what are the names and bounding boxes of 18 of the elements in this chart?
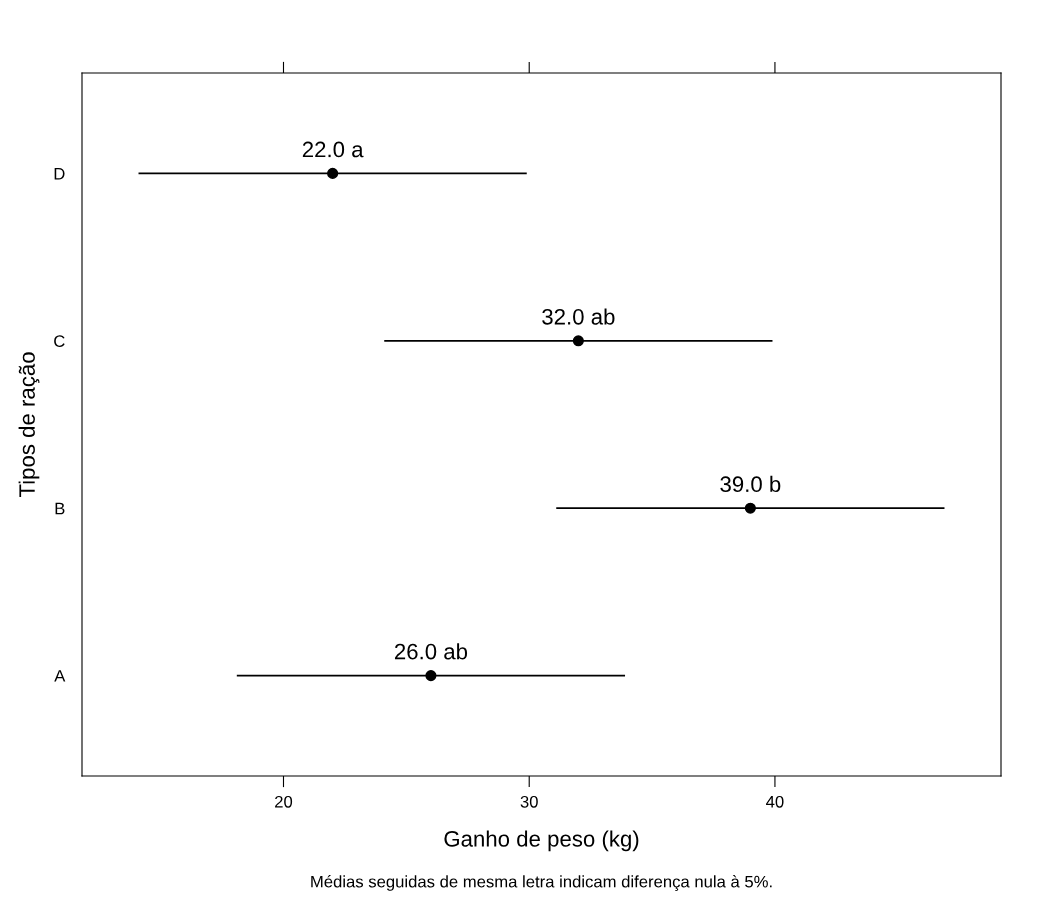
x-tick-label: 30 [520,795,538,808]
point [572,335,584,347]
data-label: 26.0 ab [394,643,468,660]
data-label: 32.0 ab [542,308,615,325]
point [744,502,756,514]
y-tick-label: C [54,335,65,348]
text: Médias seguidas de mesma letra indicam diferença nula à 5%. [311,875,772,891]
y-tick-label: A [54,670,66,682]
data-label: 39.0 b [720,475,781,493]
point [327,167,339,179]
data-label: 22.0 a [302,141,364,158]
point [425,670,437,682]
y-tick-label: D [54,168,65,180]
y-tick-label: B [55,502,65,515]
x-tick-label: 20 [275,795,293,808]
y-axis-title: Tipos de ração [18,352,40,498]
x-axis-title: Ganho de peso (kg) [444,830,639,852]
x-tick-label: 40 [766,795,784,808]
